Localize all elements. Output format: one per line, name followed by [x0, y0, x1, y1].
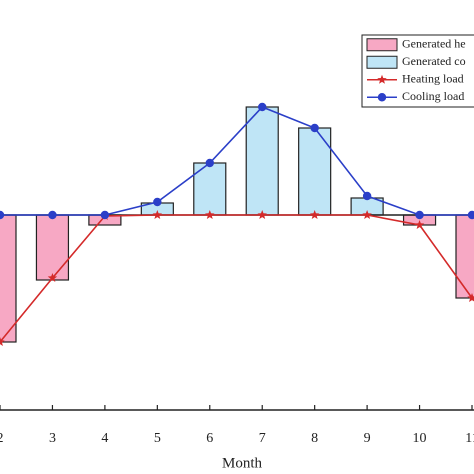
star-marker — [0, 337, 5, 347]
legend-label: Generated co — [402, 54, 466, 68]
bar — [298, 127, 332, 216]
x-tick-label: 5 — [154, 431, 161, 446]
circle-marker — [0, 210, 5, 220]
bar — [35, 214, 70, 281]
x-tick-label: 3 — [49, 431, 56, 446]
bar — [455, 214, 474, 299]
circle-marker — [48, 210, 57, 220]
star-marker — [257, 210, 267, 220]
circle-marker — [467, 210, 474, 220]
line — [0, 214, 473, 343]
star-marker — [467, 293, 474, 303]
x-tick-label: 4 — [101, 431, 108, 446]
x-tick-label: 10 — [413, 431, 427, 446]
star-marker — [414, 220, 425, 230]
x-tick-label: 11 — [465, 431, 474, 446]
circle-marker — [205, 158, 214, 168]
legend-label: Cooling load — [402, 89, 464, 103]
star-marker — [309, 210, 320, 220]
star-marker — [377, 74, 387, 84]
circle-marker — [310, 123, 319, 133]
x-tick-label: 8 — [311, 431, 318, 446]
circle-marker — [377, 93, 387, 102]
circle-marker — [258, 102, 267, 112]
star-marker — [205, 210, 215, 220]
bar — [245, 106, 279, 216]
circle-marker — [362, 191, 372, 201]
x-tick-label: 6 — [206, 431, 213, 446]
x-tick-label: 2 — [0, 431, 4, 446]
legend-label: Heating load — [402, 72, 464, 86]
star-marker — [362, 210, 372, 220]
circle-marker — [415, 210, 424, 220]
x-tick-label: 7 — [259, 431, 266, 446]
legend-label: Generated he — [402, 37, 466, 51]
bar — [0, 214, 17, 343]
legend-swatch — [366, 38, 398, 52]
x-axis-label: Month — [222, 455, 263, 471]
star-marker — [47, 273, 58, 283]
star-marker — [152, 210, 163, 220]
circle-marker — [153, 197, 162, 207]
legend-swatch — [366, 55, 398, 69]
x-tick-label: 9 — [364, 431, 371, 446]
circle-marker — [100, 210, 110, 220]
line — [0, 106, 472, 216]
